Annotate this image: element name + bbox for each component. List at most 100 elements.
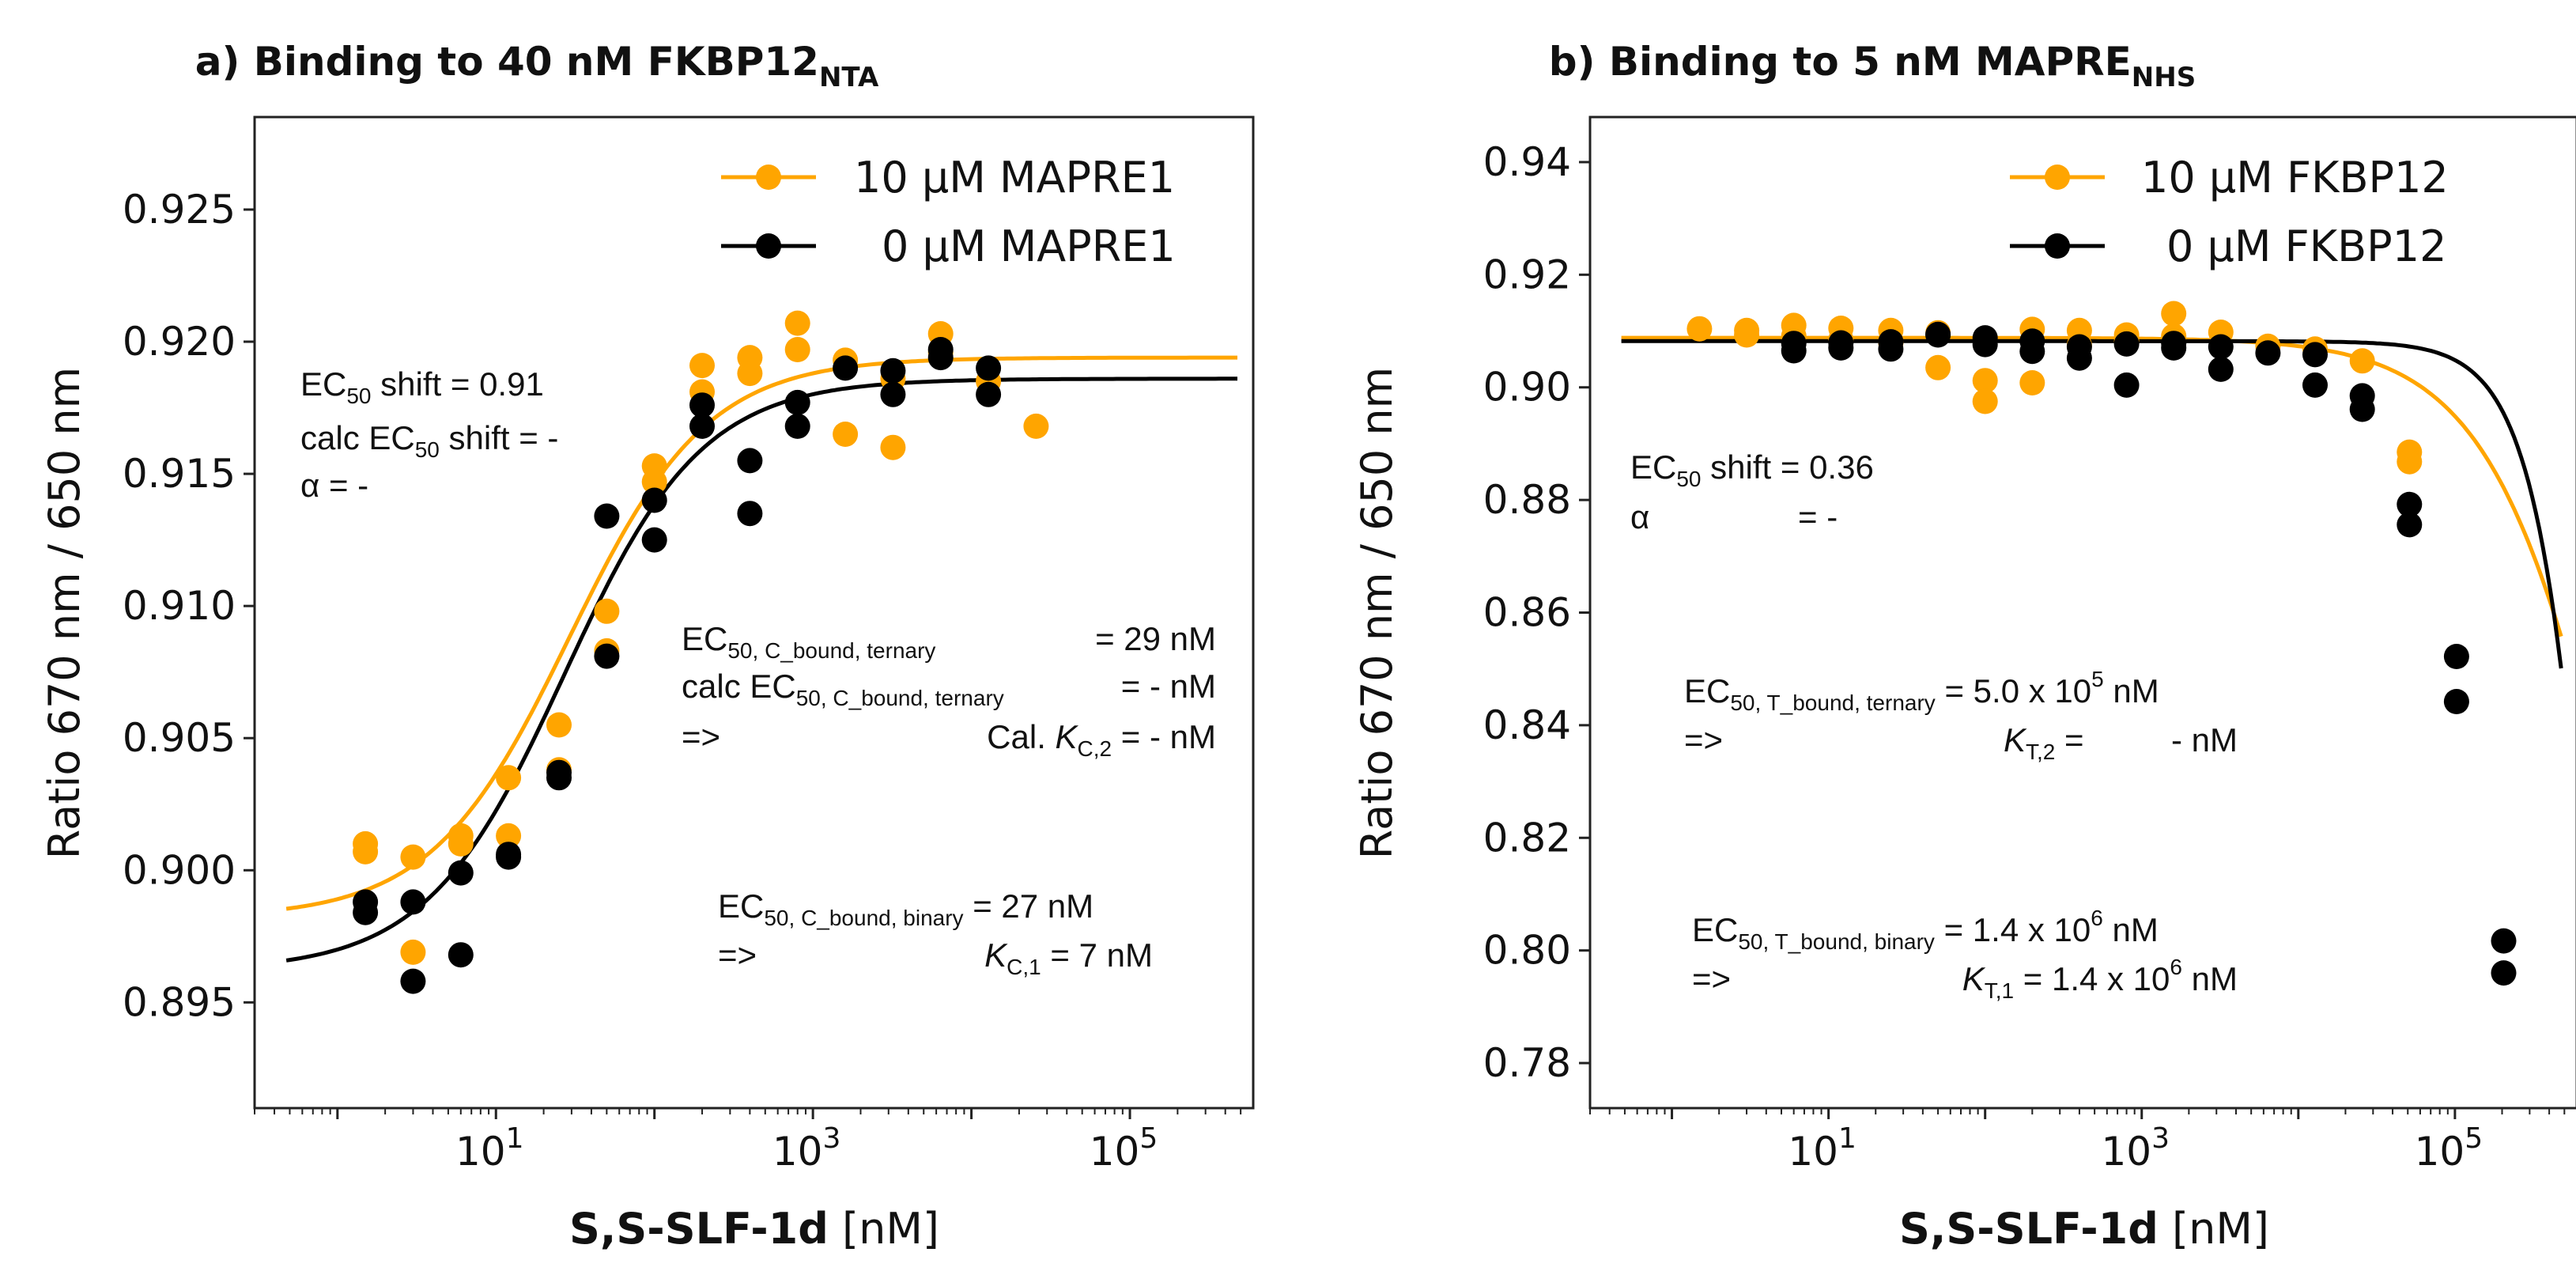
data-point-orange xyxy=(1023,413,1049,439)
data-point-orange xyxy=(496,765,522,791)
y-tick-label: 0.915 xyxy=(123,451,236,497)
y-tick-label: 0.895 xyxy=(123,979,236,1025)
data-point-orange xyxy=(496,823,522,849)
fit-curve-orange xyxy=(1621,335,2563,638)
y-tick-label: 0.905 xyxy=(123,715,236,761)
panel-a-annotation-shift: EC50 shift = 0.91 calc EC50 shift = - α … xyxy=(300,365,558,504)
data-point-black xyxy=(1828,335,1854,361)
data-point-orange xyxy=(546,712,572,738)
y-tick-label: 0.86 xyxy=(1483,590,1571,636)
panel-a-x-axis-label: S,S-SLF-1d [nM] xyxy=(569,1204,939,1254)
data-point-black xyxy=(689,413,715,439)
data-point-black xyxy=(880,381,906,407)
data-point-orange xyxy=(353,838,379,865)
legend-marker-orange xyxy=(2045,165,2070,190)
legend-label-b-0uM: 0 µM FKBP12 xyxy=(2166,221,2446,271)
svg-text:= -: = - xyxy=(1798,498,1838,535)
data-point-orange xyxy=(400,844,426,870)
panel-b-data-points xyxy=(1686,301,2517,986)
data-point-black xyxy=(400,889,426,915)
x-tick-label: 103 xyxy=(2101,1122,2170,1175)
fit-curve-black xyxy=(285,376,1237,963)
panel-b-annotation-binary: EC50, T_bound, binary = 1.4 x 106 nM => … xyxy=(1692,906,2238,1003)
data-point-black xyxy=(2302,372,2328,398)
y-tick-label: 0.88 xyxy=(1483,477,1571,523)
svg-text:EC50 shift = 0.36: EC50 shift = 0.36 xyxy=(1630,448,1874,491)
data-point-orange xyxy=(2397,448,2423,475)
data-point-black xyxy=(496,844,522,870)
x-tick-label: 105 xyxy=(2415,1122,2483,1175)
legend-label-b-10uM: 10 µM FKBP12 xyxy=(2141,153,2449,202)
svg-text:KC,1 = 7 nM: KC,1 = 7 nM xyxy=(984,936,1153,979)
data-point-black xyxy=(2113,331,2140,357)
svg-text:EC50 shift = 0.91: EC50 shift = 0.91 xyxy=(300,365,544,408)
y-tick-label: 0.78 xyxy=(1483,1040,1571,1086)
data-point-black xyxy=(927,345,954,371)
data-point-orange xyxy=(880,434,906,460)
data-point-black xyxy=(2113,372,2140,398)
data-point-black xyxy=(2443,689,2469,714)
x-tick-label: 101 xyxy=(455,1122,524,1175)
svg-text:= 29 nM: = 29 nM xyxy=(1095,620,1216,657)
svg-text:Cal. KC,2 = - nM: Cal. KC,2 = - nM xyxy=(987,718,1216,761)
data-point-black xyxy=(880,358,906,384)
data-point-orange xyxy=(448,830,474,857)
data-point-black xyxy=(546,765,572,791)
panel-b: b) Binding to 5 nM MAPRENHS 0.78 0.80 0.82… xyxy=(1352,39,2576,1254)
legend-marker-black xyxy=(2045,233,2070,259)
panel-a: a) Binding to 40 nM FKBP12NTA 0.895 0.900… xyxy=(40,39,1255,1254)
data-point-black xyxy=(641,527,667,553)
data-point-black xyxy=(1781,338,1807,364)
data-point-orange xyxy=(784,337,810,362)
data-point-black xyxy=(737,501,763,527)
data-point-black xyxy=(784,413,810,439)
panel-b-y-axis-label: Ratio 670 nm / 650 nm xyxy=(1352,367,1402,859)
y-tick-label: 0.92 xyxy=(1483,252,1571,297)
x-tick-label: 101 xyxy=(1788,1122,1856,1175)
x-tick-label: 103 xyxy=(772,1122,841,1175)
svg-text:=>: => xyxy=(718,936,757,974)
y-tick-label: 0.84 xyxy=(1483,702,1571,748)
data-point-orange xyxy=(784,310,810,336)
y-tick-label: 0.94 xyxy=(1483,139,1571,185)
data-point-orange xyxy=(2019,370,2045,395)
y-tick-label: 0.910 xyxy=(123,583,236,629)
panel-a-data-points xyxy=(353,310,1049,994)
panel-a-y-axis-label: Ratio 670 nm / 650 nm xyxy=(40,367,89,859)
data-point-orange xyxy=(737,361,763,387)
svg-text:α: α xyxy=(1630,498,1649,535)
svg-text:=>: => xyxy=(1684,721,1723,759)
svg-text:EC50, T_bound, ternary = 5.0 x: EC50, T_bound, ternary = 5.0 x 105 nM xyxy=(1684,667,2159,715)
svg-text:=>: => xyxy=(682,718,720,755)
data-point-orange xyxy=(1972,388,1998,414)
data-point-black xyxy=(2255,340,2281,366)
data-point-orange xyxy=(2161,301,2187,327)
data-point-black xyxy=(448,860,474,886)
legend-marker-black xyxy=(756,233,781,259)
data-point-black xyxy=(2066,345,2092,371)
data-point-black xyxy=(2302,342,2328,368)
y-tick-label: 0.900 xyxy=(123,847,236,893)
panel-b-legend: 10 µM FKBP12 0 µM FKBP12 xyxy=(2010,153,2449,271)
data-point-orange xyxy=(641,469,667,495)
legend-label-a-0uM: 0 µM MAPRE1 xyxy=(882,221,1176,271)
data-point-orange xyxy=(1734,322,1760,348)
svg-text:calc EC50, C_bound, ternary: calc EC50, C_bound, ternary xyxy=(682,668,1004,710)
svg-text:- nM: - nM xyxy=(2171,721,2238,759)
svg-text:EC50, T_bound, binary = 1.4 x: EC50, T_bound, binary = 1.4 x 106 nM xyxy=(1692,906,2159,954)
data-point-black xyxy=(2443,644,2469,669)
data-point-black xyxy=(2397,512,2423,538)
fit-curve-orange xyxy=(285,355,1237,911)
legend-marker-orange xyxy=(756,165,781,190)
y-tick-label: 0.920 xyxy=(123,319,236,365)
data-point-black xyxy=(641,487,667,513)
panel-b-x-axis-label: S,S-SLF-1d [nM] xyxy=(1899,1204,2269,1254)
svg-text:EC50, C_bound, binary = 27 nM: EC50, C_bound, binary = 27 nM xyxy=(718,887,1093,930)
data-point-black xyxy=(1972,331,1998,358)
data-point-black xyxy=(1878,336,1904,362)
x-tick-label: 105 xyxy=(1090,1122,1158,1175)
panel-b-ticks: 0.78 0.80 0.82 0.84 0.86 0.88 0.90 0.92 0.94 101 1… xyxy=(1483,139,2566,1175)
data-point-black xyxy=(594,503,620,529)
data-point-orange xyxy=(1686,316,1713,342)
